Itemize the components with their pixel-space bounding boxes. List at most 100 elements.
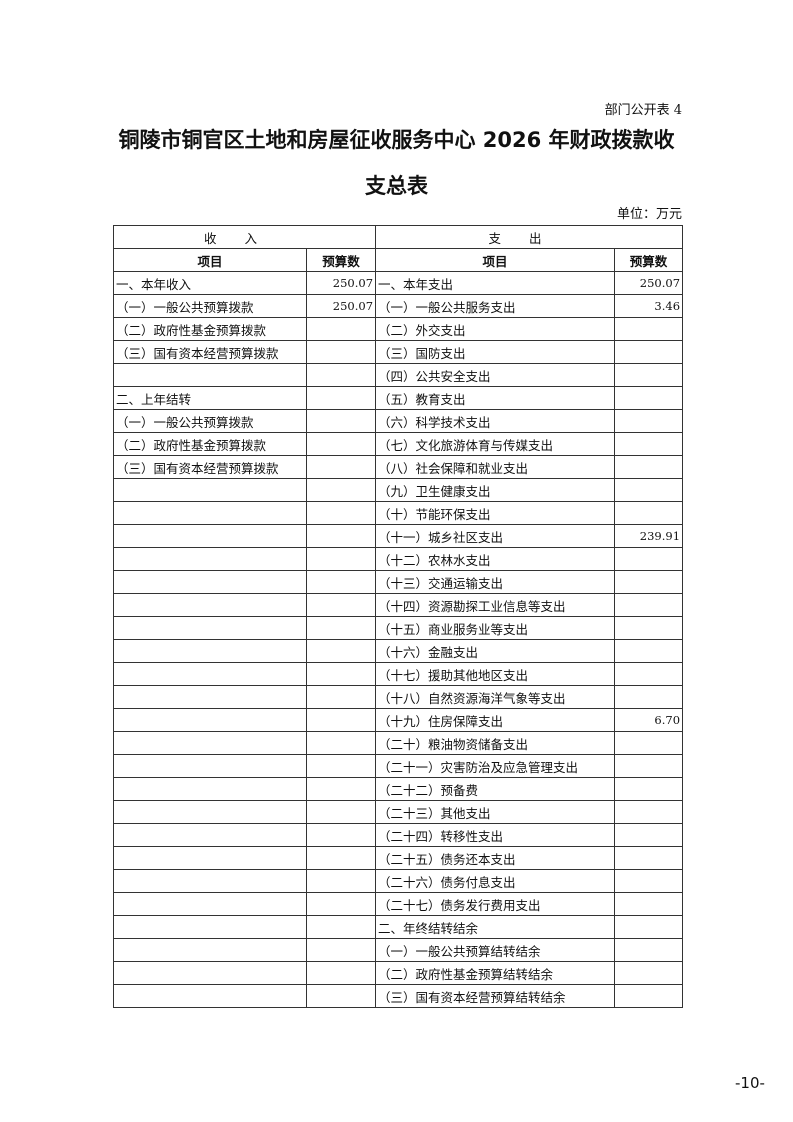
expense-budget-cell <box>614 731 684 755</box>
income-budget-cell <box>305 731 377 755</box>
expense-item-cell: （六）科学技术支出 <box>375 409 616 433</box>
income-item-cell <box>113 616 307 640</box>
income-item-cell <box>113 524 307 548</box>
expense-item-cell: （二）政府性基金预算结转结余 <box>375 961 616 985</box>
expense-item-cell: （八）社会保障和就业支出 <box>375 455 616 479</box>
income-item-cell <box>113 662 307 686</box>
table-row: （三）国有资本经营预算拨款 （三）国防支出 <box>113 340 684 364</box>
table-row: （九）卫生健康支出 <box>113 478 684 502</box>
income-budget-cell <box>305 432 377 456</box>
expense-item-cell: （七）文化旅游体育与传媒支出 <box>375 432 616 456</box>
income-budget-cell <box>305 570 377 594</box>
income-item-cell <box>113 754 307 778</box>
income-item-cell <box>113 892 307 916</box>
expense-item-cell: （二十一）灾害防治及应急管理支出 <box>375 754 616 778</box>
unit-label: 单位：万元 <box>616 207 682 222</box>
expense-item-cell: （二十二）预备费 <box>375 777 616 801</box>
table-row: （十）节能环保支出 <box>113 501 684 525</box>
income-item-cell <box>113 363 307 387</box>
income-budget-cell <box>305 340 377 364</box>
income-budget-cell <box>305 547 377 571</box>
table-row: （十五）商业服务业等支出 <box>113 616 684 640</box>
income-budget-cell <box>305 708 377 732</box>
table-row: （一）一般公共预算结转结余 <box>113 938 684 962</box>
income-item-cell <box>113 547 307 571</box>
income-item-cell <box>113 823 307 847</box>
income-item-cell <box>113 869 307 893</box>
income-item-cell: 二、上年结转 <box>113 386 307 410</box>
income-item-header: 项目 <box>113 248 307 272</box>
expense-budget-cell <box>614 616 684 640</box>
expense-budget-cell <box>614 685 684 709</box>
income-header: 收入 <box>112 225 377 249</box>
table-row: （三）国有资本经营预算拨款 （八）社会保障和就业支出 <box>113 455 684 479</box>
income-budget-cell <box>305 892 377 916</box>
expense-budget-cell <box>614 754 684 778</box>
page-title-continued: 支总表 <box>365 174 428 198</box>
expense-budget-cell <box>614 317 684 341</box>
income-item-cell <box>113 938 307 962</box>
income-budget-cell <box>305 593 377 617</box>
expense-item-cell: （二）外交支出 <box>375 317 616 341</box>
expense-item-cell: （二十七）债务发行费用支出 <box>375 892 616 916</box>
income-budget-cell <box>305 662 377 686</box>
expense-item-cell: （二十五）债务还本支出 <box>375 846 616 870</box>
expense-budget-cell <box>614 846 684 870</box>
expense-budget-cell: 250.07 <box>614 271 684 295</box>
income-budget-cell <box>305 915 377 939</box>
income-item-cell <box>113 984 307 1008</box>
expense-budget-cell <box>614 961 684 985</box>
expense-budget-cell: 6.70 <box>614 708 684 732</box>
income-budget-cell <box>305 478 377 502</box>
expense-item-cell: （二十）粮油物资储备支出 <box>375 731 616 755</box>
expense-budget-cell <box>614 570 684 594</box>
table-row: （二）政府性基金预算拨款 （二）外交支出 <box>113 317 684 341</box>
income-item-cell <box>113 593 307 617</box>
expense-budget-cell <box>614 363 684 387</box>
expense-item-cell: （三）国有资本经营预算结转结余 <box>375 984 616 1008</box>
table-row: 一、本年收入 250.07 一、本年支出 250.07 <box>113 271 684 295</box>
expense-budget-cell <box>614 938 684 962</box>
expense-budget-cell: 3.46 <box>614 294 684 318</box>
table-row: （二十六）债务付息支出 <box>113 869 684 893</box>
expense-item-cell: （五）教育支出 <box>375 386 616 410</box>
table-row: （四）公共安全支出 <box>113 363 684 387</box>
income-item-cell <box>113 708 307 732</box>
expense-budget-cell <box>614 478 684 502</box>
expense-item-cell: （十二）农林水支出 <box>375 547 616 571</box>
table-row: （十六）金融支出 <box>113 639 684 663</box>
income-budget-cell <box>305 386 377 410</box>
income-item-cell <box>113 501 307 525</box>
expense-budget-cell <box>614 386 684 410</box>
expense-item-cell: （十七）援助其他地区支出 <box>375 662 616 686</box>
expense-item-header: 项目 <box>375 248 616 272</box>
table-row: （二十）粮油物资储备支出 <box>113 731 684 755</box>
table-row: （三）国有资本经营预算结转结余 <box>113 984 684 1008</box>
table-row: （十九）住房保障支出 6.70 <box>113 708 684 732</box>
table-row: （一）一般公共预算拨款 （六）科学技术支出 <box>113 409 684 433</box>
expense-item-cell: （二十六）债务付息支出 <box>375 869 616 893</box>
income-budget-cell <box>305 823 377 847</box>
expense-budget-cell <box>614 915 684 939</box>
table-row: （十二）农林水支出 <box>113 547 684 571</box>
income-budget-cell <box>305 639 377 663</box>
expense-header: 支出 <box>375 225 684 249</box>
expense-item-cell: （九）卫生健康支出 <box>375 478 616 502</box>
income-budget-cell <box>305 800 377 824</box>
expense-item-cell: （十五）商业服务业等支出 <box>375 616 616 640</box>
table-row: （二十七）债务发行费用支出 <box>113 892 684 916</box>
income-item-cell: （三）国有资本经营预算拨款 <box>113 455 307 479</box>
income-item-cell <box>113 478 307 502</box>
table-row: （十一）城乡社区支出 239.91 <box>113 524 684 548</box>
income-budget-cell <box>305 317 377 341</box>
expense-budget-cell <box>614 409 684 433</box>
expense-budget-cell <box>614 869 684 893</box>
expense-item-cell: （十三）交通运输支出 <box>375 570 616 594</box>
expense-budget-cell <box>614 432 684 456</box>
expense-budget-header: 预算数 <box>614 248 684 272</box>
expense-item-cell: 二、年终结转结余 <box>375 915 616 939</box>
expense-item-cell: （一）一般公共服务支出 <box>375 294 616 318</box>
expense-item-cell: （二十三）其他支出 <box>375 800 616 824</box>
expense-item-cell: （十四）资源勘探工业信息等支出 <box>375 593 616 617</box>
table-row: （二十五）债务还本支出 <box>113 846 684 870</box>
